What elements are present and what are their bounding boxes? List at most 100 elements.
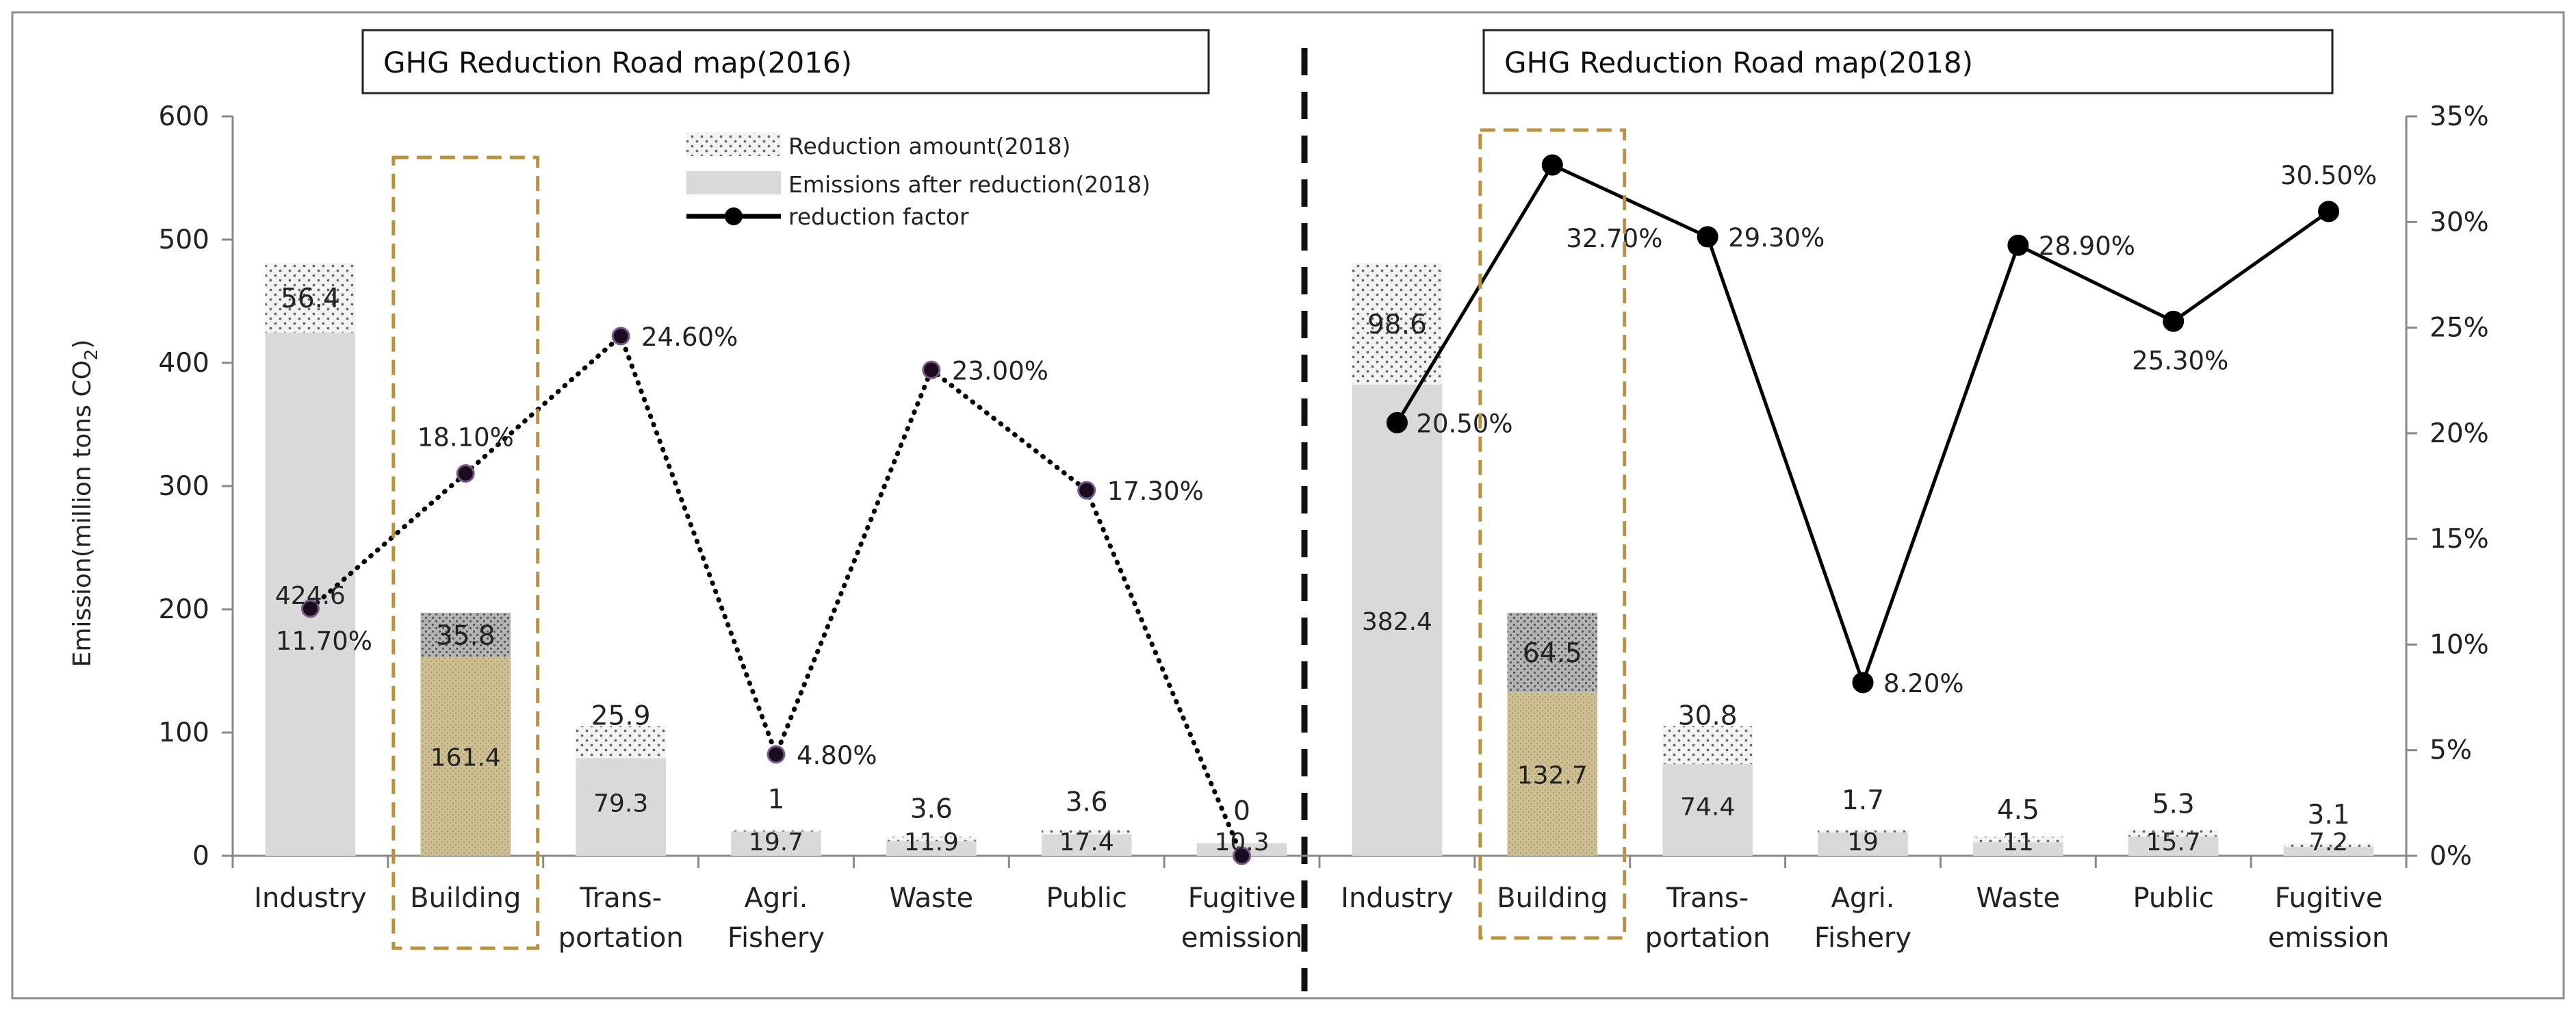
emission-bar	[576, 758, 666, 856]
category-label: portation	[558, 922, 684, 954]
category-label: Building	[1497, 882, 1608, 914]
category-label: Fugitive	[2275, 882, 2383, 914]
reduction-factor-point	[1386, 411, 1408, 433]
emission-data-label: 19.7	[749, 828, 803, 856]
legend-label-factor: reduction factor	[788, 203, 969, 230]
y-tick-label: 200	[159, 594, 209, 625]
y-axis-label: Emission(million tons CO2)	[68, 340, 102, 668]
category-label: Industry	[254, 882, 367, 914]
legend-swatch-reduction	[686, 133, 781, 156]
y-tick-label: 400	[159, 348, 209, 379]
emission-data-label: 382.4	[1362, 608, 1432, 636]
reduction-factor-point	[2163, 310, 2185, 332]
y-tick-label: 100	[159, 717, 209, 748]
reduction-bar	[1662, 726, 1753, 765]
reduction-bar	[1507, 613, 1598, 693]
reduction-factor-label: 11.70%	[276, 626, 372, 656]
y2-tick-label: 20%	[2430, 418, 2489, 449]
emission-bar	[2283, 847, 2374, 856]
reduction-factor-point	[922, 360, 941, 379]
emission-data-label: 79.3	[593, 789, 648, 817]
category-label: Industry	[1341, 882, 1454, 914]
reduction-factor-point	[1233, 846, 1252, 865]
emission-data-label: 424.6	[275, 582, 346, 610]
reduction-factor-point	[1852, 672, 1874, 694]
reduction-factor-label: 29.30%	[1728, 223, 1825, 253]
y2-tick-label: 35%	[2430, 101, 2489, 132]
reduction-data-label: 3.6	[1066, 787, 1108, 818]
reduction-bar	[886, 837, 977, 841]
reduction-factor-point	[300, 599, 320, 618]
highlight-box-building	[391, 155, 540, 950]
y2-tick-label: 15%	[2430, 524, 2489, 555]
right-panel-title-box	[1482, 29, 2334, 94]
reduction-data-label: 0	[1233, 796, 1250, 826]
emission-bar	[2128, 836, 2219, 856]
reduction-data-label: 98.6	[1367, 309, 1427, 340]
reduction-factor-label: 32.70%	[1566, 224, 1662, 253]
emission-data-label: 11.9	[904, 828, 959, 856]
reduction-factor-point	[611, 327, 630, 346]
reduction-factor-label: 23.00%	[952, 356, 1048, 385]
category-label: portation	[1645, 922, 1770, 954]
reduction-bar	[576, 726, 666, 759]
category-label: Trans-	[579, 882, 662, 914]
reduction-bar	[420, 613, 511, 657]
category-label: Waste	[890, 882, 974, 914]
reduction-bar	[1818, 830, 1908, 833]
legend-marker-factor	[725, 207, 743, 225]
reduction-factor-point	[2007, 234, 2029, 256]
legend-swatch-emissions	[686, 171, 781, 194]
reduction-bar	[731, 830, 821, 832]
reduction-factor-point	[2318, 201, 2340, 223]
left-panel-title: GHG Reduction Road map(2016)	[383, 46, 852, 79]
category-label: Public	[2133, 882, 2214, 914]
reduction-bar	[265, 263, 356, 333]
category-label: Agri.	[1831, 882, 1894, 914]
y2-tick-label: 25%	[2430, 313, 2489, 344]
y-tick-label: 600	[159, 101, 209, 132]
emission-bar	[886, 841, 977, 856]
reduction-factor-point	[1541, 154, 1563, 176]
category-label: Fugitive	[1188, 882, 1296, 914]
reduction-factor-label: 18.10%	[417, 422, 514, 452]
emission-bar	[1041, 834, 1132, 856]
emission-bar	[1973, 842, 2063, 856]
legend-label-reduction: Reduction amount(2018)	[788, 133, 1071, 160]
y2-tick-label: 0%	[2430, 841, 2472, 872]
reduction-bar	[1041, 830, 1132, 835]
emission-data-label: 132.7	[1517, 762, 1588, 790]
emission-bar	[1352, 384, 1443, 856]
emission-bar	[731, 831, 821, 856]
left-panel-title-box	[361, 29, 1210, 94]
reduction-data-label: 25.9	[591, 701, 651, 732]
right-panel-title: GHG Reduction Road map(2018)	[1504, 46, 1973, 79]
reduction-data-label: 30.8	[1678, 701, 1738, 732]
category-label: Building	[410, 882, 521, 914]
y-tick-label: 500	[159, 225, 209, 255]
reduction-bar	[1973, 837, 2063, 843]
emission-data-label: 7.2	[2309, 828, 2348, 856]
category-label: Agri.	[744, 882, 808, 914]
emission-data-label: 74.4	[1680, 793, 1735, 821]
reduction-factor-point	[767, 745, 786, 764]
reduction-factor-point	[456, 463, 475, 483]
reduction-factor-label: 28.90%	[2039, 231, 2135, 261]
reduction-bar	[2128, 830, 2219, 837]
reduction-data-label: 5.3	[2152, 789, 2195, 820]
y-tick-label: 300	[159, 471, 209, 502]
category-label: Public	[1046, 882, 1127, 914]
reduction-data-label: 3.1	[2308, 800, 2350, 830]
highlight-box-building	[1478, 128, 1627, 940]
reduction-factor-label: 4.80%	[797, 741, 877, 770]
reduction-data-label: 1	[768, 785, 785, 815]
emission-bar	[1507, 692, 1598, 856]
reduction-bar	[1352, 263, 1443, 385]
category-label: Waste	[1976, 882, 2061, 914]
y-tick-label: 0	[192, 841, 209, 872]
reduction-bar	[2283, 843, 2374, 848]
category-label: Fishery	[1814, 922, 1911, 954]
reduction-data-label: 64.5	[1523, 638, 1582, 669]
reduction-factor-label: 30.50%	[2280, 161, 2377, 190]
